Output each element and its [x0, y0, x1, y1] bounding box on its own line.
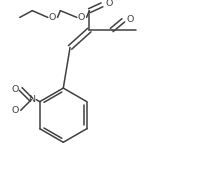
Text: N: N [28, 95, 35, 104]
Text: O: O [126, 15, 134, 24]
Text: O: O [11, 106, 19, 115]
Text: O: O [11, 85, 19, 94]
Text: O: O [49, 13, 56, 22]
Text: O: O [105, 0, 112, 8]
Text: O: O [78, 13, 85, 22]
